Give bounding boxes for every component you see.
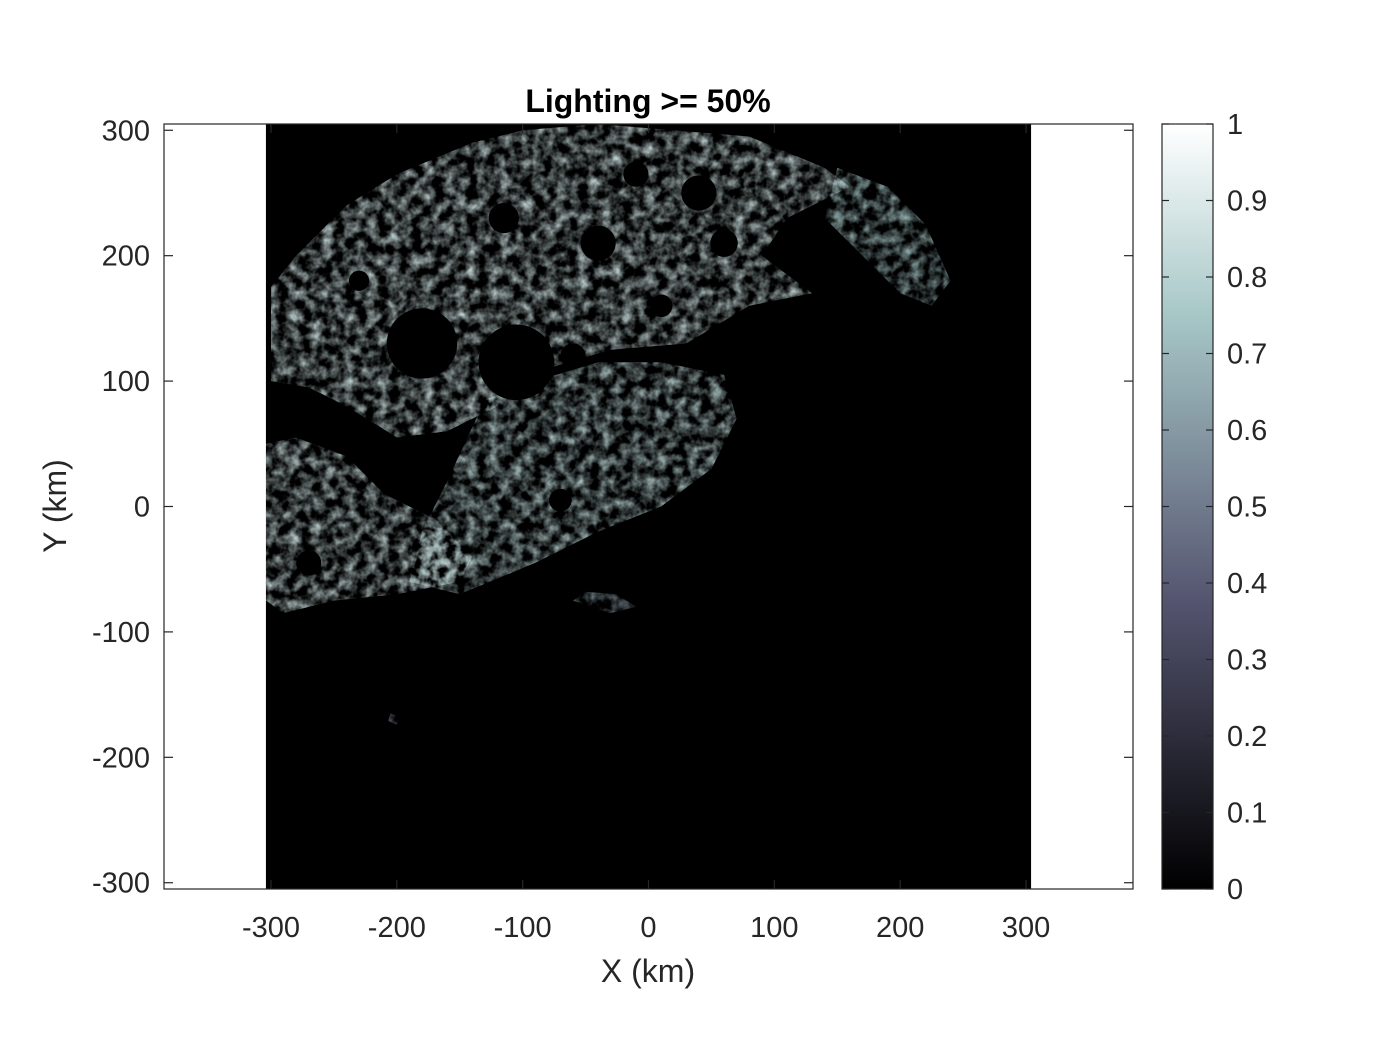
x-axis-ticks: -300 -200 -100 0 100 200 300: [242, 124, 1050, 944]
y-axis-ticks: -300 -200 -100 0 100 200 300: [92, 115, 1133, 900]
lit-region-1: [824, 167, 951, 306]
shadowed-crater-9: [348, 270, 370, 291]
x-tick-label: -100: [494, 912, 552, 944]
shadowed-crater-7: [296, 550, 322, 576]
lit-region-4: [573, 591, 636, 614]
y-tick-label: -300: [92, 868, 150, 900]
colorbar-tick-label: 0.3: [1227, 645, 1267, 677]
shadowed-crater-1: [478, 324, 555, 401]
y-tick-label: 0: [134, 492, 150, 524]
shadowed-crater-layer: [296, 161, 738, 576]
shadowed-crater-11: [649, 294, 673, 318]
x-tick-label: 200: [876, 912, 924, 944]
colorbar-tick-label: 0.4: [1227, 568, 1267, 600]
shadowed-crater-3: [580, 225, 616, 261]
shadowed-crater-6: [623, 161, 649, 187]
shadowed-crater-4: [681, 175, 717, 211]
y-tick-label: -100: [92, 617, 150, 649]
plot-area: -300 -200 -100 0 100 200 300 -300 -200 -100 0 100 2…: [92, 115, 1134, 944]
colorbar-gradient: [1161, 123, 1214, 890]
x-axis-label: X (km): [601, 953, 695, 989]
colorbar-tick-label: 0.9: [1227, 186, 1267, 218]
colorbar-tick-label: 0.7: [1227, 339, 1267, 371]
x-tick-label: -300: [242, 912, 300, 944]
shadowed-crater-8: [549, 488, 572, 512]
x-tick-label: -200: [368, 912, 426, 944]
colorbar-ticks: 0 0.1 0.2 0.3 0.4 0.5 0.6 0.7 0.8 0.9 1: [1162, 109, 1267, 906]
colorbar: 0 0.1 0.2 0.3 0.4 0.5 0.6 0.7 0.8 0.9 1: [1161, 109, 1267, 906]
colorbar-tick-label: 1: [1227, 109, 1243, 141]
y-axis-label: Y (km): [37, 459, 73, 553]
colorbar-tick-label: 0.2: [1227, 721, 1267, 753]
shadowed-crater-5: [710, 229, 738, 257]
x-tick-label: 0: [640, 912, 656, 944]
colorbar-tick-label: 0.5: [1227, 492, 1267, 524]
chart-title: Lighting >= 50%: [525, 83, 770, 119]
colorbar-tick-label: 0.1: [1227, 798, 1267, 830]
x-tick-label: 100: [750, 912, 798, 944]
colorbar-tick-label: 0.8: [1227, 262, 1267, 294]
y-tick-label: -200: [92, 742, 150, 774]
colorbar-tick-label: 0: [1227, 874, 1243, 906]
y-tick-label: 300: [102, 115, 150, 147]
x-tick-label: 300: [1002, 912, 1050, 944]
y-tick-label: 200: [102, 241, 150, 273]
y-tick-label: 100: [102, 366, 150, 398]
shadowed-crater-2: [488, 202, 519, 234]
shadowed-crater-0: [386, 308, 458, 379]
lit-region-3: [409, 362, 737, 595]
colorbar-tick-label: 0.6: [1227, 415, 1267, 447]
shadowed-crater-10: [560, 343, 586, 369]
lit-region-5: [388, 713, 400, 725]
